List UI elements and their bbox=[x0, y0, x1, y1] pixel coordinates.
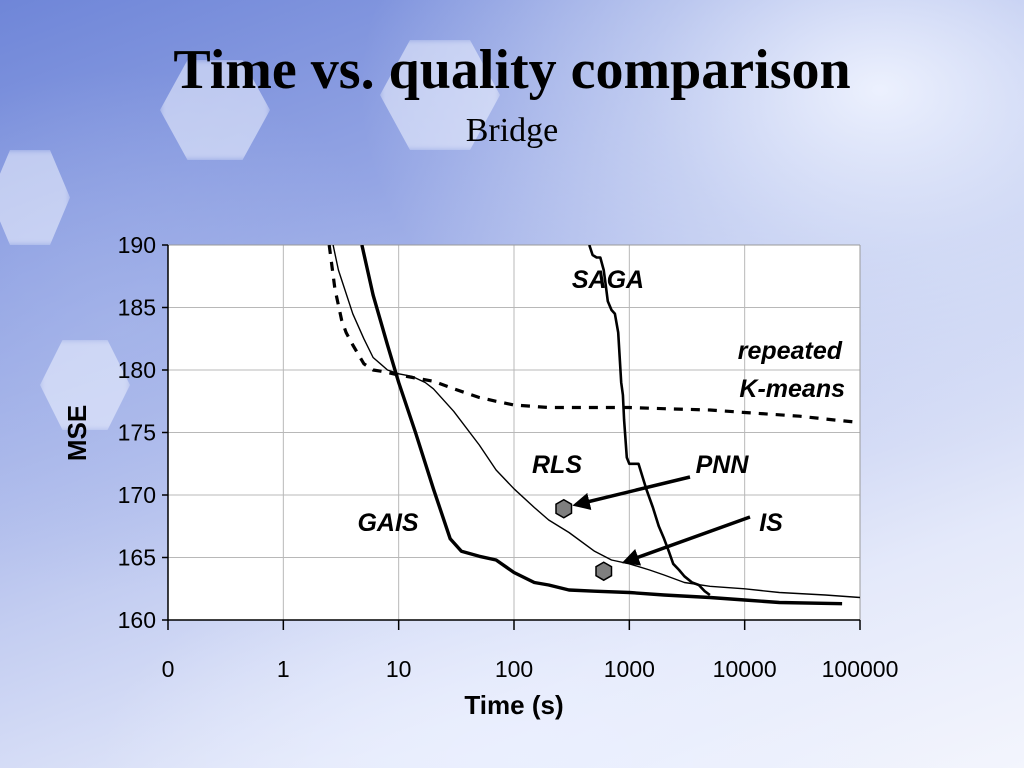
x-tick-label: 100000 bbox=[822, 656, 899, 682]
annotation-saga: SAGA bbox=[572, 266, 644, 294]
pnn-marker bbox=[555, 498, 573, 519]
y-tick-label: 185 bbox=[118, 295, 156, 321]
slide-title: Time vs. quality comparison bbox=[173, 39, 851, 101]
y-tick-label: 190 bbox=[118, 232, 156, 258]
slide-subtitle: Bridge bbox=[465, 112, 559, 149]
y-tick-label: 165 bbox=[118, 545, 156, 571]
point-markers bbox=[555, 498, 613, 582]
x-axis-title: Time (s) bbox=[464, 690, 563, 720]
is-arrow bbox=[621, 515, 751, 566]
series-line-repeated-k-means bbox=[327, 245, 860, 425]
series-line-gais bbox=[360, 245, 843, 606]
is-marker bbox=[595, 561, 613, 582]
annotation-gais: GAIS bbox=[357, 509, 418, 537]
annotation-rls: RLS bbox=[532, 451, 582, 479]
x-tick-label: 100 bbox=[495, 656, 533, 682]
y-tick-label: 170 bbox=[118, 482, 156, 508]
annotation-k-means: K-means bbox=[739, 375, 845, 403]
y-axis-title: MSE bbox=[62, 405, 92, 461]
x-tick-label: 1 bbox=[277, 656, 290, 682]
y-tick-label: 160 bbox=[118, 607, 156, 633]
y-tick-label: 175 bbox=[118, 420, 156, 446]
background-hexagon bbox=[40, 340, 130, 430]
x-tick-label: 10000 bbox=[713, 656, 777, 682]
x-tick-label: 0 bbox=[162, 656, 175, 682]
annotation-is: IS bbox=[759, 509, 783, 537]
tick-labels: 160 165 170 175 180 185 190 0 1 10 100 1000 10000 100… bbox=[118, 232, 899, 682]
series-line-saga bbox=[588, 245, 711, 597]
axes bbox=[162, 244, 861, 630]
annotation-pnn: PNN bbox=[696, 451, 750, 479]
pnn-arrow bbox=[572, 475, 691, 510]
series-lines bbox=[327, 245, 860, 606]
annotations: SAGA repeated K-means RLS PNN GAIS IS bbox=[357, 266, 845, 566]
x-tick-label: 1000 bbox=[604, 656, 655, 682]
x-tick-label: 10 bbox=[386, 656, 412, 682]
annotation-repeated: repeated bbox=[738, 337, 843, 365]
y-tick-label: 180 bbox=[118, 357, 156, 383]
